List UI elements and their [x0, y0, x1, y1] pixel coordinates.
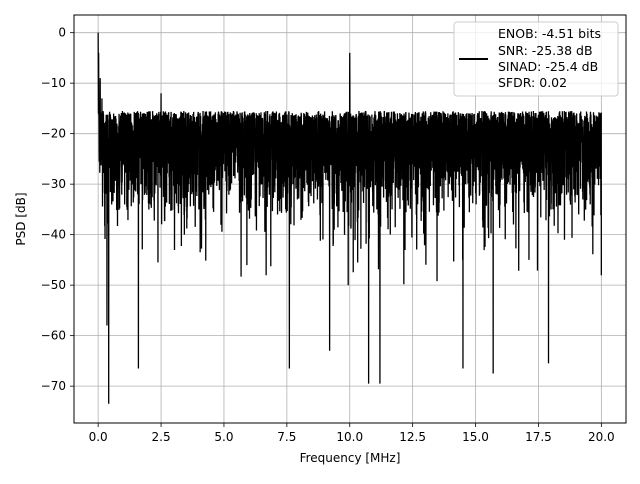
- legend-line-enob: ENOB: -4.51 bits: [498, 26, 601, 41]
- psd-trace: [97, 32, 602, 404]
- x-tick-label: 15.0: [462, 430, 489, 444]
- y-tick-label: −10: [41, 76, 66, 90]
- y-axis-label: PSD [dB]: [14, 192, 28, 245]
- y-tick-label: 0: [58, 26, 66, 40]
- legend-line-sinad: SINAD: -25.4 dB: [498, 59, 598, 74]
- x-tick-label: 0.0: [89, 430, 108, 444]
- x-tick-label: 12.5: [399, 430, 426, 444]
- axis-ticks: 0.0 2.5 5.0 7.5 10.0 12.5 15.0 17.5 20.0 0 −10 −20 −…: [41, 26, 615, 444]
- x-tick-label: 7.5: [277, 430, 296, 444]
- x-tick-label: 2.5: [152, 430, 171, 444]
- x-tick-label: 20.0: [588, 430, 615, 444]
- x-axis-label: Frequency [MHz]: [300, 451, 401, 465]
- y-tick-label: −50: [41, 278, 66, 292]
- legend-line-snr: SNR: -25.38 dB: [498, 43, 593, 58]
- x-tick-label: 5.0: [214, 430, 233, 444]
- x-tick-label: 10.0: [336, 430, 363, 444]
- y-tick-label: −70: [41, 379, 66, 393]
- legend-box: [453, 21, 619, 97]
- legend: ENOB: -4.51 bits SNR: -25.38 dB SINAD: -…: [453, 21, 619, 97]
- psd-line: [97, 32, 602, 404]
- x-tick-label: 17.5: [525, 430, 552, 444]
- y-tick-label: −40: [41, 228, 66, 242]
- legend-line-sfdr: SFDR: 0.02: [498, 75, 567, 90]
- y-tick-label: −20: [41, 127, 66, 141]
- y-tick-label: −60: [41, 329, 66, 343]
- y-tick-label: −30: [41, 177, 66, 191]
